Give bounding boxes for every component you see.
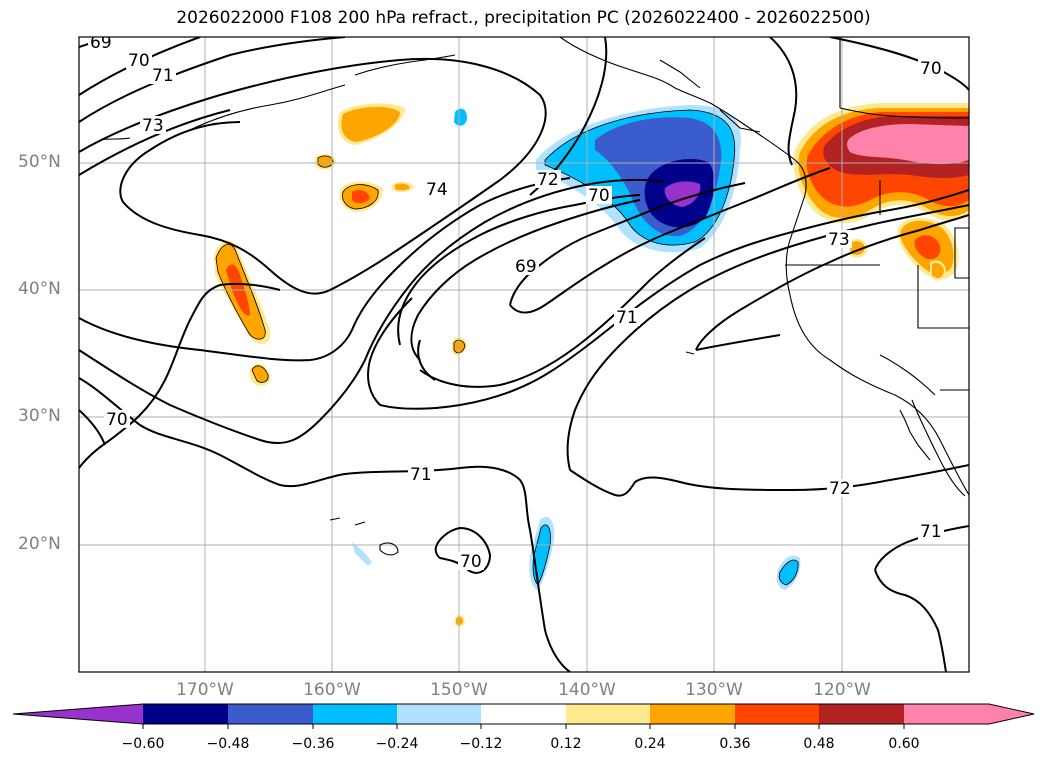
precip-shading [214, 103, 969, 627]
lat-label-40n: 40°N [18, 279, 61, 299]
lat-label-20n: 20°N [18, 534, 61, 554]
colorbar-tick-label: 0.24 [634, 736, 666, 752]
contour-label: 71 [152, 66, 174, 86]
lon-label-140w: 140°W [558, 680, 616, 700]
colorbar-tick-label: −0.24 [375, 736, 419, 752]
colorbar-tick-label: −0.12 [459, 736, 503, 752]
contour-label: 71 [616, 308, 638, 328]
coastlines [99, 37, 969, 556]
lon-label-150w: 150°W [430, 680, 488, 700]
contour-label: 71 [920, 522, 942, 542]
lon-label-120w: 120°W [813, 680, 871, 700]
colorbar-max-extend [989, 704, 1034, 724]
contour-label: 74 [426, 180, 448, 200]
contour-labels: 69 70 71 73 74 72 70 69 71 70 73 70 71 [88, 33, 944, 572]
colorbar-tick-label: 0.12 [550, 736, 582, 752]
map-title: 2026022000 F108 200 hPa refract., precip… [176, 8, 871, 28]
contour-label: 70 [106, 410, 128, 430]
lat-label-50n: 50°N [18, 152, 61, 172]
colorbar-tick-label: 0.60 [888, 736, 920, 752]
contour-label: 72 [537, 170, 559, 190]
contour-label: 70 [588, 186, 610, 206]
contour-label: 71 [410, 465, 432, 485]
contour-label: 70 [128, 51, 150, 71]
lon-label-170w: 170°W [176, 680, 234, 700]
contour-label: 73 [828, 230, 850, 250]
lon-label-130w: 130°W [685, 680, 743, 700]
colorbar-tick-label: −0.48 [206, 736, 250, 752]
contour-label: 69 [90, 33, 112, 53]
colorbar [12, 703, 1035, 729]
contour-label: 70 [920, 59, 942, 79]
colorbar-tick-label: −0.36 [291, 736, 335, 752]
map-frame [78, 36, 970, 673]
colorbar-min-extend [13, 704, 143, 724]
lon-label-160w: 160°W [303, 680, 361, 700]
contour-label: 70 [460, 552, 482, 572]
contour-label: 73 [142, 116, 164, 136]
contour-label: 72 [829, 479, 851, 499]
colorbar-tick-label: 0.36 [719, 736, 751, 752]
lat-label-30n: 30°N [18, 406, 61, 426]
colorbar-tick-label: −0.60 [121, 736, 165, 752]
contour-label: 69 [515, 257, 537, 277]
colorbar-tick-label: 0.48 [803, 736, 835, 752]
